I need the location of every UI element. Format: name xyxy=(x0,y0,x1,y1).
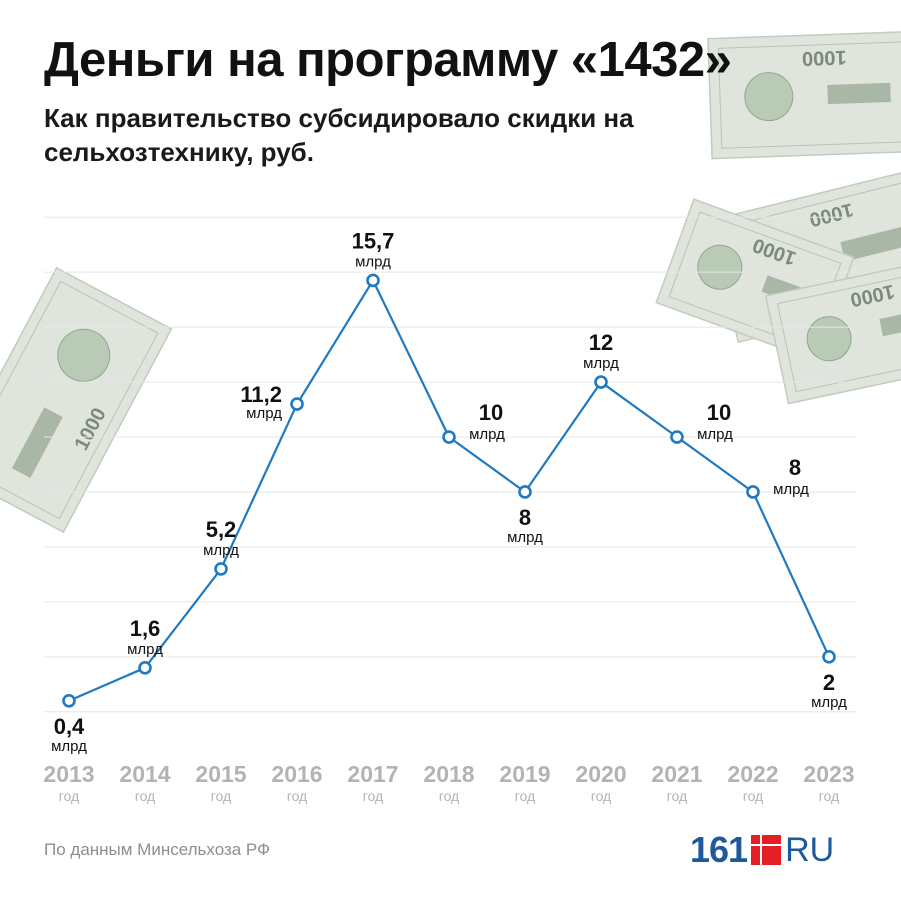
banknote-pattern xyxy=(840,226,901,262)
x-tick-sublabel: год xyxy=(211,788,231,804)
banknote-emblem xyxy=(806,316,852,362)
x-tick-label: 2014 xyxy=(119,761,170,787)
x-tick-sublabel: год xyxy=(743,788,763,804)
x-tick-label: 2020 xyxy=(575,761,626,787)
data-label-value: 11,2 xyxy=(240,382,282,407)
x-tick-sublabel: год xyxy=(59,788,79,804)
x-tick-label: 2019 xyxy=(499,761,550,787)
data-point xyxy=(594,375,608,389)
chart-data-labels: 0,4млрд1,6млрд5,2млрд11,2млрд15,7млрд10м… xyxy=(51,228,847,754)
data-label-value: 8 xyxy=(789,455,801,480)
chart-series xyxy=(62,273,836,708)
data-label-unit: млрд xyxy=(51,738,87,755)
data-label-value: 1,6 xyxy=(130,616,161,641)
data-label-unit: млрд xyxy=(811,694,847,711)
banknote-top-right-1: 1000 xyxy=(707,30,901,160)
x-tick-label: 2023 xyxy=(803,761,854,787)
series-line xyxy=(68,279,830,702)
banknote-emblem xyxy=(57,328,111,382)
data-point xyxy=(670,430,684,444)
banknote-left: 1000 xyxy=(0,266,173,534)
banknote-emblem xyxy=(744,72,794,122)
banknote-border xyxy=(776,267,901,393)
banknote-border xyxy=(717,41,901,149)
banknote-pattern xyxy=(827,82,891,105)
data-label-unit: млрд xyxy=(583,355,619,372)
x-tick-sublabel: год xyxy=(439,788,459,804)
banknote-border xyxy=(0,280,159,520)
logo-square-icon xyxy=(751,835,782,865)
banknote-body xyxy=(707,30,901,160)
x-tick-sublabel: год xyxy=(667,788,687,804)
logo-suffix: RU xyxy=(785,830,835,869)
data-label-value: 10 xyxy=(479,400,503,425)
banknote-emblem xyxy=(697,244,743,290)
x-tick-label: 2022 xyxy=(727,761,778,787)
banknote-denomination: 1000 xyxy=(802,46,847,70)
x-tick-sublabel: год xyxy=(819,788,839,804)
banknote-pattern xyxy=(879,307,901,337)
data-point xyxy=(214,562,228,576)
data-label-unit: млрд xyxy=(773,481,809,498)
logo-number: 161 xyxy=(690,829,748,870)
data-label-unit: млрд xyxy=(507,529,543,546)
data-point xyxy=(822,650,836,664)
data-label-unit: млрд xyxy=(355,253,391,270)
brand-logo[interactable]: 161 RU xyxy=(690,829,835,870)
page-subtitle: Как правительство субсидировало скидки н… xyxy=(44,103,634,167)
data-label-value: 2 xyxy=(823,670,835,695)
data-label-unit: млрд xyxy=(697,426,733,443)
data-point xyxy=(62,693,76,708)
x-tick-label: 2013 xyxy=(43,761,94,787)
chart-x-axis: 2013год2014год2015год2016год2017год2018г… xyxy=(43,761,854,804)
data-point xyxy=(366,273,380,288)
data-label-unit: млрд xyxy=(469,426,505,443)
x-tick-label: 2016 xyxy=(271,761,322,787)
data-point xyxy=(746,485,760,499)
data-point xyxy=(138,661,152,675)
data-label-value: 5,2 xyxy=(206,517,237,542)
banknote-body xyxy=(0,266,173,534)
x-tick-sublabel: год xyxy=(515,788,535,804)
x-tick-sublabel: год xyxy=(591,788,611,804)
data-label-unit: млрд xyxy=(203,542,239,559)
x-tick-sublabel: год xyxy=(363,788,383,804)
data-label-value: 0,4 xyxy=(54,714,85,739)
banknote-pattern xyxy=(11,407,63,478)
page-title: Деньги на программу «1432» xyxy=(44,33,732,87)
data-point xyxy=(518,485,532,499)
data-source-note: По данным Минсельхоза РФ xyxy=(44,840,271,859)
data-label-unit: млрд xyxy=(246,405,282,422)
data-label-value: 8 xyxy=(519,505,531,530)
data-label-value: 12 xyxy=(589,330,613,355)
banknote-body xyxy=(764,255,901,405)
x-tick-label: 2018 xyxy=(423,761,474,787)
data-label-value: 10 xyxy=(707,400,731,425)
x-tick-label: 2015 xyxy=(195,761,246,787)
x-tick-sublabel: год xyxy=(287,788,307,804)
x-tick-sublabel: год xyxy=(135,788,155,804)
x-tick-label: 2017 xyxy=(347,761,398,787)
banknote-top-right-4: 1000 xyxy=(764,255,901,405)
data-point xyxy=(442,430,456,444)
x-tick-label: 2021 xyxy=(651,761,702,787)
data-point xyxy=(290,397,304,411)
data-label-value: 15,7 xyxy=(352,228,395,253)
data-label-unit: млрд xyxy=(127,641,163,658)
